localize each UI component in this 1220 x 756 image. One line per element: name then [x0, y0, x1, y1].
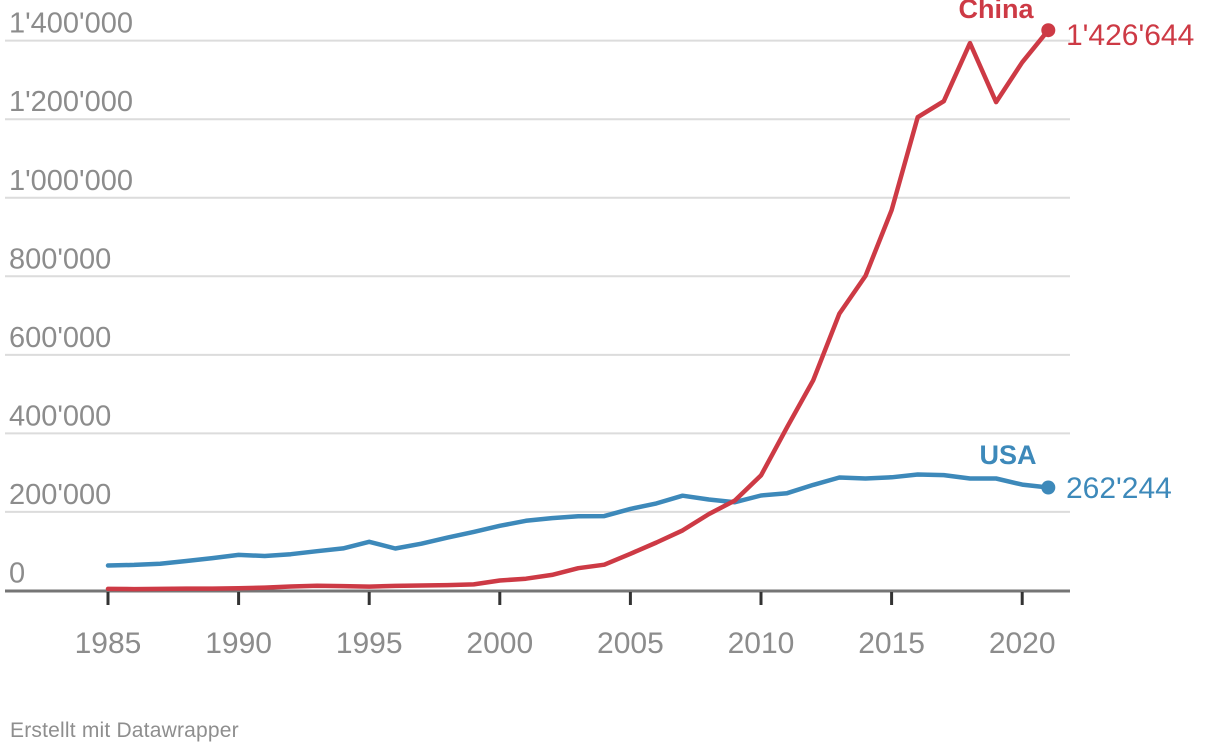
- series-lines: [105, 27, 1051, 592]
- y-axis-label: 1'000'000: [9, 165, 133, 197]
- usa-line: [105, 472, 1051, 568]
- x-axis-label: 2005: [597, 627, 664, 660]
- y-axis-label: 1'200'000: [9, 86, 133, 118]
- datawrapper-credit-link[interactable]: Erstellt mit Datawrapper: [10, 719, 239, 742]
- usa-end-value-label: 262'244: [1066, 472, 1172, 505]
- y-axis-label: 800'000: [9, 243, 111, 275]
- china-end-value-label: 1'426'644: [1066, 19, 1194, 52]
- usa-series-label: USA: [979, 440, 1036, 470]
- x-axis-label: 2015: [858, 627, 925, 660]
- x-axis-label: 2010: [728, 627, 795, 660]
- x-axis: [5, 589, 1070, 605]
- x-axis-label: 2020: [989, 627, 1056, 660]
- x-axis-labels: 1985 1990 1995 2000 2005 2010 2015 2020: [75, 627, 1056, 660]
- x-axis-label: 2000: [466, 627, 533, 660]
- x-axis-label: 1995: [336, 627, 403, 660]
- china-line: [105, 27, 1051, 592]
- y-axis-label: 200'000: [9, 479, 111, 511]
- china-series-label: China: [958, 0, 1034, 24]
- series-end-dots: [1041, 23, 1056, 495]
- y-axis-label: 0: [9, 558, 25, 590]
- y-axis-label: 400'000: [9, 400, 111, 432]
- gridlines: [5, 39, 1070, 513]
- y-axis-label: 600'000: [9, 322, 111, 354]
- china-end-dot: [1041, 23, 1056, 38]
- y-axis-labels: 0 200'000 400'000 600'000 800'000 1'000'000 1'…: [9, 8, 133, 590]
- usa-end-dot: [1041, 480, 1056, 495]
- y-axis-label: 1'400'000: [9, 8, 133, 40]
- x-axis-label: 1985: [75, 627, 142, 660]
- x-axis-label: 1990: [205, 627, 272, 660]
